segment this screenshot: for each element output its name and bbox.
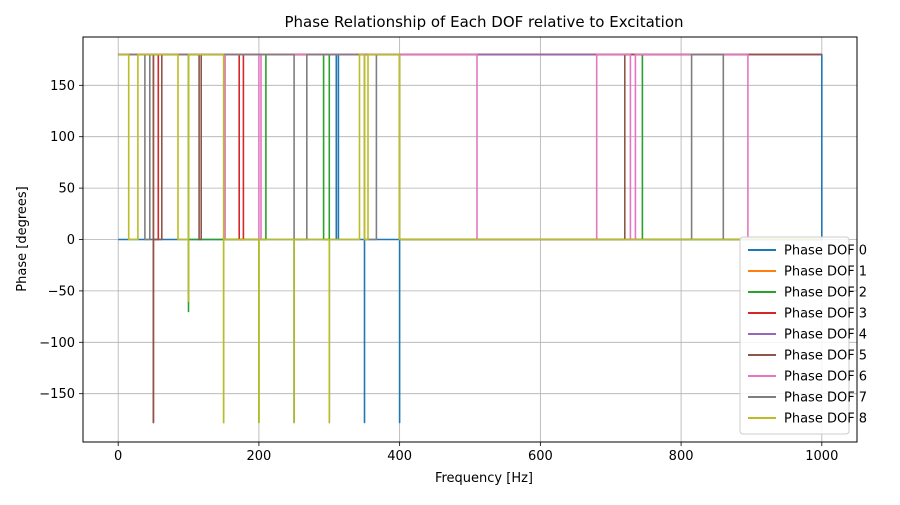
x-axis-label: Frequency [Hz] [435,471,533,486]
series-line-dof-8 [118,53,822,424]
legend-label: Phase DOF 8 [784,412,867,427]
legend-label: Phase DOF 2 [784,286,867,301]
legend-label: Phase DOF 1 [784,265,867,280]
legend-label: Phase DOF 3 [784,307,867,322]
legend-label: Phase DOF 0 [784,244,867,259]
y-tick-label: 50 [58,182,75,197]
y-tick-label: 0 [67,233,75,248]
legend-label: Phase DOF 4 [784,328,867,343]
x-tick-label: 800 [669,449,694,464]
axis-ticks: 0 200 400 600 800 1000 −150 −100 −50 0 50 100 150 [39,79,838,464]
legend-label: Phase DOF 7 [784,391,867,406]
legend: Phase DOF 0 Phase DOF 1 Phase DOF 2 Phase D… [739,236,867,435]
series-lines [118,53,823,424]
legend-label: Phase DOF 5 [784,349,867,364]
y-tick-label: −150 [39,387,75,402]
y-tick-label: −50 [48,284,75,299]
y-tick-label: 150 [50,79,75,94]
chart-title: Phase Relationship of Each DOF relative … [284,13,683,31]
legend-box [739,236,850,435]
y-axis-label: Phase [degrees] [15,186,30,291]
x-tick-label: 1000 [805,449,838,464]
x-tick-label: 600 [528,449,553,464]
x-tick-label: 400 [387,449,412,464]
x-tick-label: 0 [114,449,122,464]
y-tick-label: 100 [50,130,75,145]
legend-label: Phase DOF 6 [784,370,867,385]
x-tick-label: 200 [246,449,271,464]
series-line-dof-6 [118,53,822,241]
y-tick-label: −100 [39,336,75,351]
